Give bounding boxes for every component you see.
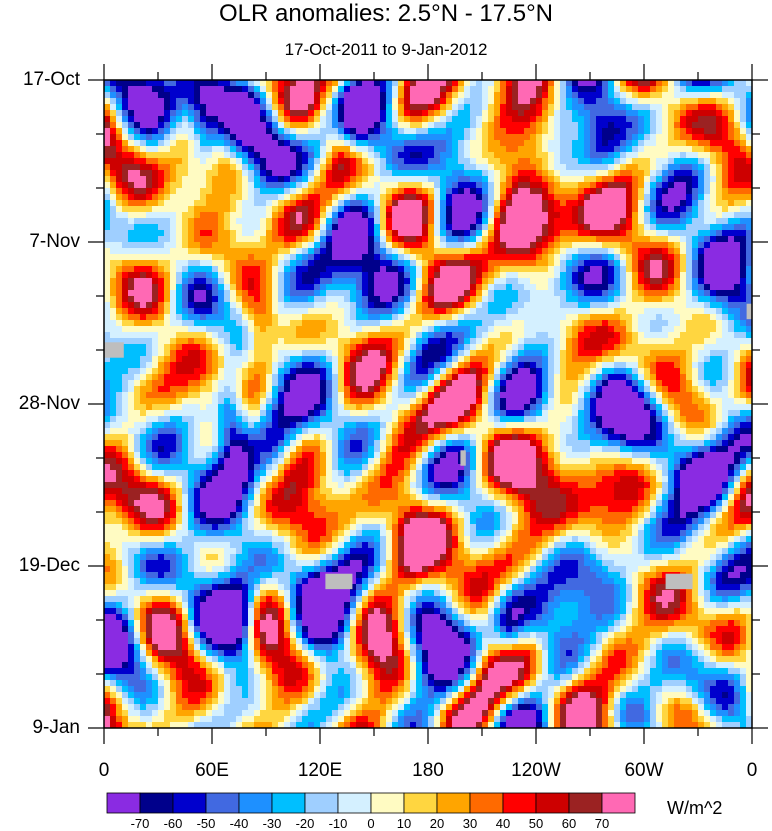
anomaly-field: [104, 80, 753, 729]
colorbar-swatch: [536, 793, 569, 813]
missing-data-patch: [325, 574, 352, 589]
colorbar-swatch: [305, 793, 338, 813]
colorbar-swatch: [437, 793, 470, 813]
colorbar-units: W/m^2: [667, 798, 722, 819]
colorbar-swatch: [338, 793, 371, 813]
colorbar-swatch: [107, 793, 140, 813]
x-tick-label: 180: [388, 760, 468, 782]
colorbar-swatch: [206, 793, 239, 813]
colorbar-swatch: [602, 793, 635, 813]
colorbar-swatch: [371, 793, 404, 813]
colorbar-swatch: [140, 793, 173, 813]
x-tick-label: 0: [712, 760, 772, 782]
y-tick-label: 7-Nov: [0, 231, 80, 253]
missing-data-patch: [747, 304, 752, 319]
x-tick-label: 0: [64, 760, 144, 782]
colorbar-label: 70: [582, 816, 622, 831]
x-tick-label: 60E: [172, 760, 252, 782]
colorbar-swatch: [470, 793, 503, 813]
y-tick-label: 19-Dec: [0, 555, 80, 577]
x-tick-label: 60W: [604, 760, 684, 782]
colorbar-swatch: [173, 793, 206, 813]
y-tick-label: 9-Jan: [0, 717, 80, 739]
y-tick-label: 28-Nov: [0, 393, 80, 415]
colorbar-swatch: [239, 793, 272, 813]
missing-data-patch: [460, 450, 465, 465]
x-tick-label: 120W: [496, 760, 576, 782]
colorbar-swatch: [569, 793, 602, 813]
missing-data-patch: [104, 342, 124, 357]
colorbar-swatch: [404, 793, 437, 813]
missing-data-patch: [666, 574, 693, 589]
y-tick-label: 17-Oct: [0, 69, 80, 91]
colorbar-swatch: [272, 793, 305, 813]
x-tick-label: 120E: [280, 760, 360, 782]
colorbar: [107, 793, 635, 813]
colorbar-swatch: [503, 793, 536, 813]
